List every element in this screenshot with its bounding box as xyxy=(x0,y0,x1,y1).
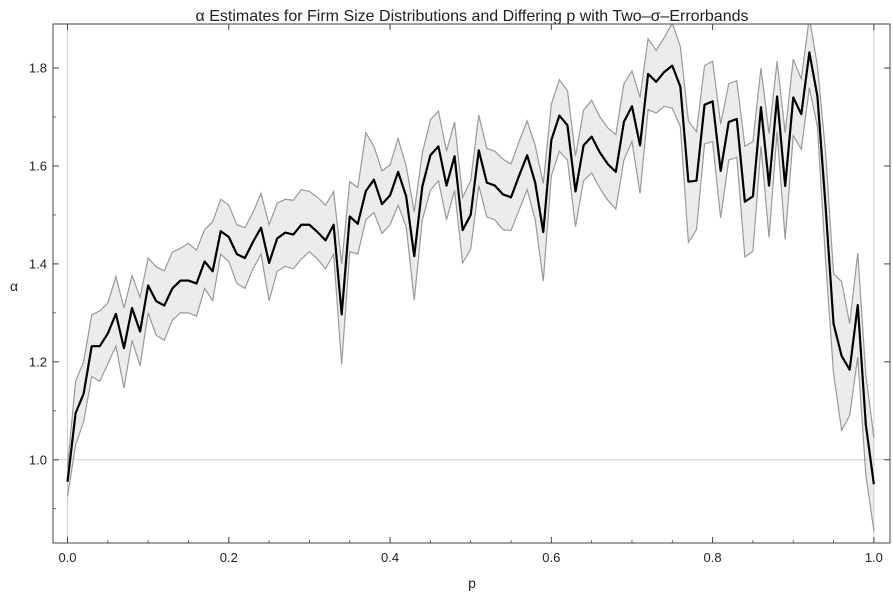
y-tick-label: 1.8 xyxy=(29,61,47,76)
y-tick-label: 1.4 xyxy=(29,256,47,271)
x-axis-label: p xyxy=(468,575,476,591)
upper-band-line xyxy=(66,24,875,468)
x-tick-label: 0.4 xyxy=(381,550,399,565)
x-tick-label: 0.2 xyxy=(220,550,238,565)
estimate-line xyxy=(66,51,875,485)
plot-area: 0.0 0.2 0.4 0.6 0.8 1.0 1.0 1.2 1.4 1.6 1.8 xyxy=(29,23,891,565)
chart-title: α Estimates for Firm Size Distributions … xyxy=(196,8,749,25)
y-axis-label: α xyxy=(10,278,18,294)
y-tick-label: 1.0 xyxy=(29,452,47,467)
x-tick-label: 0.8 xyxy=(704,550,722,565)
y-tick-label: 1.6 xyxy=(29,158,47,173)
x-tick-label: 1.0 xyxy=(865,550,883,565)
x-tick-label: 0.0 xyxy=(58,550,76,565)
x-tick-label: 0.6 xyxy=(542,550,560,565)
error-band xyxy=(67,24,874,531)
y-tick-label: 1.2 xyxy=(29,354,47,369)
plot-frame xyxy=(52,23,891,544)
lower-band-line xyxy=(66,87,875,531)
